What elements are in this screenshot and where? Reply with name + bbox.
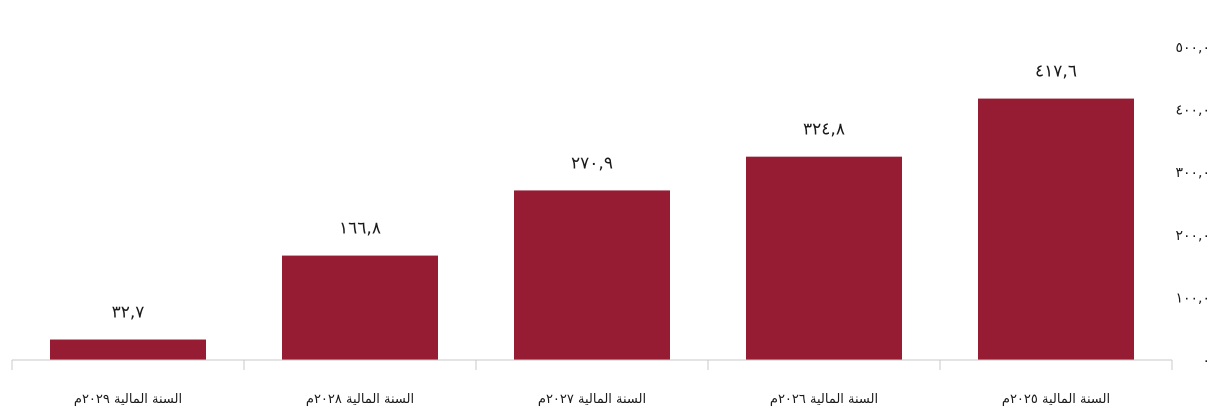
bar bbox=[50, 339, 206, 360]
data-label: ٤١٧,٦ bbox=[1035, 62, 1077, 82]
data-label: ٣٢,٧ bbox=[112, 303, 145, 323]
y-tick-label: ٤٠٠,٠ bbox=[1175, 103, 1210, 119]
y-tick-label: ٠ bbox=[1202, 353, 1210, 369]
x-axis: السنة المالية ٢٠٢٥م السنة المالية ٢٠٢٦م ال… bbox=[11, 359, 1173, 407]
category-label: السنة المالية ٢٠٢٩م bbox=[74, 392, 182, 407]
data-label: ٣٢٤,٨ bbox=[803, 120, 845, 140]
category-label: السنة المالية ٢٠٢٦م bbox=[770, 392, 878, 407]
category-label: السنة المالية ٢٠٢٧م bbox=[538, 392, 646, 407]
y-axis: ٠ ١٠٠,٠ ٢٠٠,٠ ٣٠٠,٠ ٤٠٠,٠ ٥٠٠,٠ bbox=[1175, 40, 1210, 369]
data-label: ٢٧٠,٩ bbox=[571, 153, 613, 173]
y-tick-label: ١٠٠,٠ bbox=[1175, 290, 1210, 306]
bar bbox=[282, 255, 438, 360]
data-label: ١٦٦,٨ bbox=[339, 219, 381, 239]
category-label: السنة المالية ٢٠٢٥م bbox=[1002, 392, 1110, 407]
bar bbox=[978, 98, 1134, 360]
category-label: السنة المالية ٢٠٢٨م bbox=[306, 392, 414, 407]
y-tick-label: ٢٠٠,٠ bbox=[1175, 228, 1210, 244]
data-labels-group: ٤١٧,٦ ٣٢٤,٨ ٢٧٠,٩ ١٦٦,٨ ٣٢,٧ bbox=[112, 62, 1077, 323]
bar bbox=[746, 156, 902, 360]
y-tick-label: ٣٠٠,٠ bbox=[1175, 165, 1210, 181]
y-tick-label: ٥٠٠,٠ bbox=[1175, 40, 1210, 56]
bar bbox=[514, 190, 670, 360]
bars-group bbox=[50, 98, 1134, 360]
